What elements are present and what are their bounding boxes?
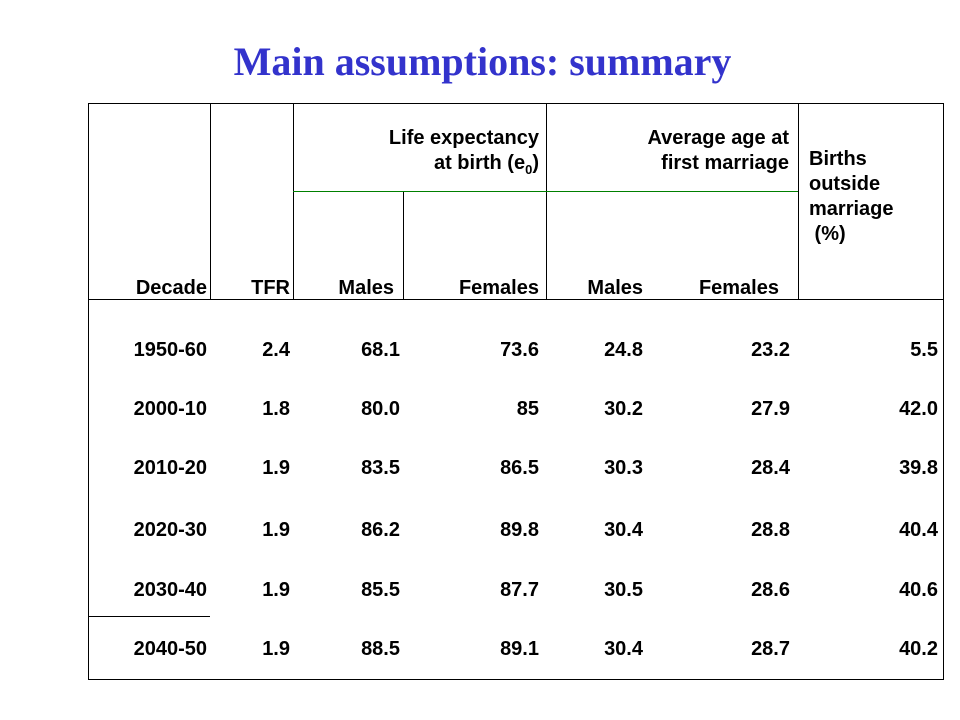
assumptions-table: Life expectancy at birth (e0) Average ag… [88,103,944,680]
cell-am-females: 28.8 [751,519,790,541]
header-le-males: Males [338,277,394,299]
cell-tfr: 1.9 [262,519,290,541]
cell-am-females: 28.7 [751,638,790,660]
col-divider-decade-tfr [210,103,211,300]
cell-tfr: 2.4 [262,339,290,361]
cell-decade: 2020-30 [133,519,207,541]
cell-le-males: 68.1 [361,339,400,361]
header-tfr: TFR [251,277,290,299]
cell-le-males: 88.5 [361,638,400,660]
cell-am-females: 28.4 [751,457,790,479]
header-births-outside-marriage: Births outside marriage (%) [809,148,894,245]
cell-tfr: 1.9 [262,638,290,660]
cell-decade: 1950-60 [133,339,207,361]
cell-le-males: 86.2 [361,519,400,541]
header-bottom-rule [88,299,944,300]
last-row-rule [88,616,210,617]
cell-births: 5.5 [910,339,938,361]
header-life-expectancy: Life expectancy at birth (e0) [388,127,539,177]
cell-am-males: 30.2 [604,398,643,420]
subheader-rule [293,191,798,192]
cell-decade: 2010-20 [133,457,207,479]
cell-le-females: 89.8 [500,519,539,541]
header-decade: Decade [135,277,207,299]
cell-births: 40.4 [899,519,938,541]
cell-am-females: 27.9 [751,398,790,420]
cell-le-females: 87.7 [500,579,539,601]
table-border-left [88,103,89,680]
cell-decade: 2000-10 [133,398,207,420]
cell-am-females: 23.2 [751,339,790,361]
header-average-age-marriage: Average age at first marriage [647,127,789,174]
cell-am-males: 30.4 [604,519,643,541]
col-divider-tfr-le [293,103,294,300]
cell-le-females: 73.6 [500,339,539,361]
header-am-males: Males [587,277,643,299]
cell-am-females: 28.6 [751,579,790,601]
cell-am-males: 24.8 [604,339,643,361]
cell-am-males: 30.3 [604,457,643,479]
cell-births: 42.0 [899,398,938,420]
cell-le-males: 83.5 [361,457,400,479]
table-border-right [943,103,944,680]
col-divider-am-births [798,103,799,300]
cell-tfr: 1.9 [262,457,290,479]
cell-births: 39.8 [899,457,938,479]
table-border-top [88,103,944,104]
cell-le-males: 85.5 [361,579,400,601]
cell-decade: 2040-50 [133,638,207,660]
cell-births: 40.2 [899,638,938,660]
page-title: Main assumptions: summary [233,39,732,84]
table-border-bottom [88,679,944,680]
cell-le-males: 80.0 [361,398,400,420]
cell-le-females: 85 [516,398,539,420]
col-divider-le-males-females [403,192,404,300]
cell-decade: 2030-40 [133,579,207,601]
cell-le-females: 86.5 [500,457,539,479]
cell-am-males: 30.4 [604,638,643,660]
header-am-females: Females [698,277,779,299]
col-divider-le-am [546,103,547,300]
cell-am-males: 30.5 [604,579,643,601]
cell-tfr: 1.8 [262,398,290,420]
header-le-females: Females [458,277,539,299]
cell-le-females: 89.1 [500,638,539,660]
cell-births: 40.6 [899,579,938,601]
cell-tfr: 1.9 [262,579,290,601]
